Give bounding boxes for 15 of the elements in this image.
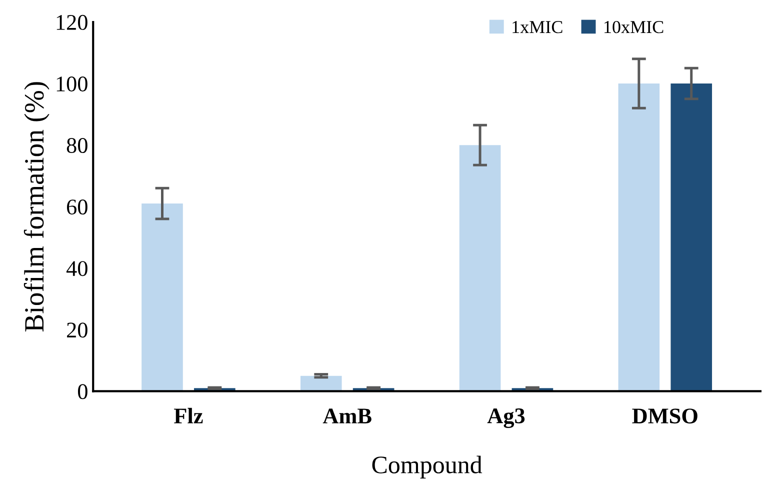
y-tick-label: 80: [66, 138, 88, 153]
y-tick-label: 0: [78, 384, 88, 400]
x-tick-label: Ag3: [487, 408, 525, 428]
y-tick-label: 60: [66, 200, 88, 215]
x-tick-label: Flz: [174, 408, 203, 424]
x-tick-label: AmB: [322, 408, 372, 424]
y-tick-label: 40: [66, 261, 88, 276]
legend-label: 10xMIC: [604, 20, 664, 34]
y-tick-label: 20: [67, 322, 88, 338]
y-axis-title: Biofilm formation (%): [24, 82, 50, 332]
y-tick-label: 100: [56, 76, 88, 92]
legend-label: 1xMIC: [512, 21, 562, 34]
x-axis-title: Compound: [372, 456, 482, 478]
y-tick-label: 120: [56, 14, 88, 30]
x-tick-label: DMSO: [632, 408, 698, 424]
